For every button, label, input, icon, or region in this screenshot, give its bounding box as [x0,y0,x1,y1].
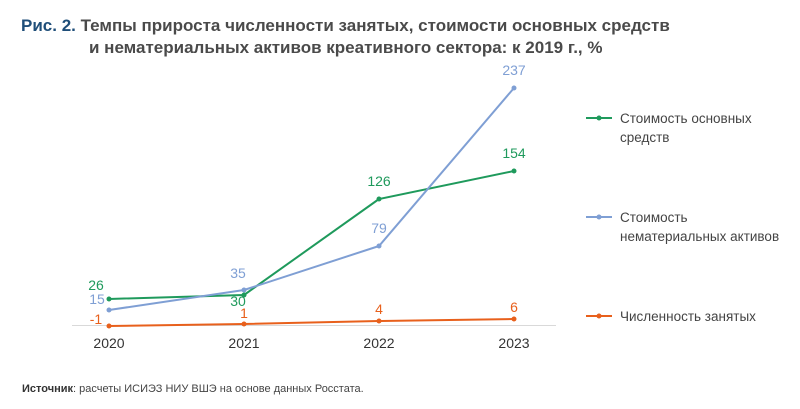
data-point-1-3 [511,85,517,91]
legend-label-0-1: средств [620,130,669,145]
legend-label-2-0: Численность занятых [620,309,756,324]
data-point-0-1 [241,292,247,298]
source-text: : расчеты ИСИЭЗ НИУ ВШЭ на основе данных… [73,383,364,395]
series-line-1 [108,87,515,311]
chart-title: Рис. 2. Темпы прироста численности занят… [21,15,670,59]
data-label-2-3: 6 [510,299,518,315]
data-label-1-1: 35 [230,265,246,281]
data-label-0-3: 154 [502,145,526,161]
data-label-0-0: 26 [88,277,104,293]
data-point-0-2 [376,196,382,202]
title-line-2: и нематериальных активов креативного сек… [89,38,603,57]
source-note: Источник: расчеты ИСИЭЗ НИУ ВШЭ на основ… [22,383,364,395]
data-label-1-2: 79 [371,220,387,236]
x-tick-label-2020: 2020 [93,335,124,351]
legend-label-0-0: Стоимость основных [620,111,752,126]
series-line-0 [108,170,515,300]
data-point-2-2 [376,318,382,324]
data-label-2-0: -1 [90,311,103,327]
legend-label-1-0: Стоимость [620,210,688,225]
data-point-0-0 [106,296,112,302]
series-line-2 [108,318,515,327]
data-label-1-0: 15 [89,291,105,307]
data-point-0-3 [511,168,517,174]
legend-marker-0 [596,115,602,121]
legend-marker-1 [596,214,602,220]
data-point-1-1 [241,287,247,293]
source-label: Источник [22,383,74,395]
x-tick-label-2021: 2021 [228,335,259,351]
x-tick-label-2022: 2022 [363,335,394,351]
data-point-2-1 [241,321,247,327]
data-point-1-2 [376,243,382,249]
figure-number: Рис. 2. [21,16,76,35]
legend-marker-2 [596,313,602,319]
data-point-1-0 [106,307,112,313]
title-line-1: Темпы прироста численности занятых, стои… [80,16,670,35]
data-point-2-3 [511,316,517,322]
data-point-2-0 [106,323,112,329]
data-label-0-1: 30 [230,293,246,309]
data-label-0-2: 126 [367,173,391,189]
data-label-2-1: 1 [240,305,248,321]
legend-label-1-1: нематериальных активов [620,229,779,244]
data-label-1-3: 237 [502,62,526,78]
data-label-2-2: 4 [375,301,383,317]
x-tick-label-2023: 2023 [498,335,529,351]
